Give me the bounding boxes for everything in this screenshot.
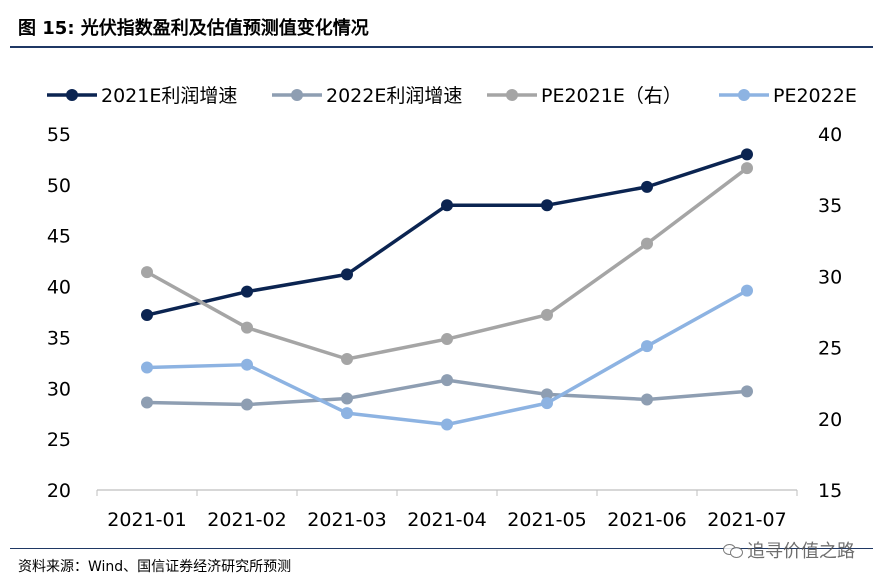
figure-title: 图 15: 光伏指数盈利及估值预测值变化情况 xyxy=(18,18,369,39)
data-point xyxy=(141,361,153,374)
data-point xyxy=(241,321,253,334)
legend-swatch-marker xyxy=(291,89,303,101)
wechat-icon xyxy=(723,542,743,558)
data-point xyxy=(141,309,153,322)
y-right-tick-label: 25 xyxy=(818,338,842,360)
y-left-tick-label: 25 xyxy=(47,429,71,451)
data-point xyxy=(341,268,353,281)
legend-swatch-marker xyxy=(506,89,518,101)
legend-item: 2022E利润增速 xyxy=(272,85,462,107)
legend-label: PE2022E xyxy=(773,85,857,107)
y-left-tick-label: 45 xyxy=(47,226,71,248)
figure-header: 图 15: 光伏指数盈利及估值预测值变化情况 xyxy=(0,0,883,46)
data-point xyxy=(441,199,453,212)
x-tick-label: 2021-06 xyxy=(607,509,686,531)
data-point xyxy=(241,285,253,298)
y-left-tick-label: 20 xyxy=(47,480,71,502)
series-1 xyxy=(141,148,753,322)
data-point xyxy=(641,180,653,193)
x-tick-label: 2021-05 xyxy=(507,509,586,531)
y-right-tick-label: 20 xyxy=(818,409,842,431)
legend-label: 2022E利润增速 xyxy=(326,85,462,107)
data-point xyxy=(741,162,753,175)
x-tick-label: 2021-03 xyxy=(307,509,386,531)
series-4 xyxy=(141,284,753,431)
legend-label: 2021E利润增速 xyxy=(101,85,237,107)
data-point xyxy=(341,352,353,365)
x-tick-label: 2021-01 xyxy=(107,509,186,531)
footer-rule xyxy=(10,548,873,549)
data-point xyxy=(641,393,653,406)
data-point xyxy=(541,199,553,212)
y-left-tick-label: 55 xyxy=(47,124,71,146)
data-point xyxy=(741,148,753,161)
data-point xyxy=(141,396,153,409)
data-point xyxy=(341,392,353,405)
y-left-tick-label: 40 xyxy=(47,277,71,299)
legend-item: PE2022E xyxy=(719,85,857,107)
header-rule xyxy=(10,46,873,48)
data-point xyxy=(441,418,453,431)
x-tick-label: 2021-07 xyxy=(707,509,786,531)
data-point xyxy=(741,284,753,297)
series-layer xyxy=(141,148,753,431)
data-point xyxy=(541,388,553,401)
legend-swatch-marker xyxy=(738,89,750,101)
x-tick-label: 2021-04 xyxy=(407,509,486,531)
data-point xyxy=(541,397,553,410)
legend-swatch-marker xyxy=(66,89,78,101)
data-point xyxy=(741,385,753,398)
data-point xyxy=(641,237,653,250)
series-2 xyxy=(141,374,753,411)
data-point xyxy=(141,266,153,279)
data-point xyxy=(541,308,553,321)
data-point xyxy=(341,407,353,420)
y-right-tick-label: 35 xyxy=(818,195,842,217)
y-left-tick-label: 50 xyxy=(47,175,71,197)
y-left-tick-label: 35 xyxy=(47,327,71,349)
data-point xyxy=(241,358,253,371)
y-right-tick-label: 30 xyxy=(818,266,842,288)
data-point xyxy=(641,340,653,353)
legend-item: PE2021E（右） xyxy=(487,85,682,107)
y-left-tick-label: 30 xyxy=(47,378,71,400)
chart-legend: 2021E利润增速 2022E利润增速 PE2021E（右） PE2022E xyxy=(47,85,857,107)
y-right-tick-label: 15 xyxy=(818,480,842,502)
chart-axes: 2021-01 2021-02 2021-03 2021-04 2021-05 2021-… xyxy=(47,124,842,531)
watermark-text: 追寻价值之路 xyxy=(747,541,855,562)
series-3 xyxy=(141,162,753,365)
data-point xyxy=(241,398,253,411)
x-tick-label: 2021-02 xyxy=(207,509,286,531)
series-line xyxy=(145,166,749,361)
legend-item: 2021E利润增速 xyxy=(47,85,237,107)
watermark: 追寻价值之路 xyxy=(723,537,855,563)
y-right-tick-label: 40 xyxy=(818,124,842,146)
data-point xyxy=(441,333,453,346)
source-note: 资料来源：Wind、国信证券经济研究所预测 xyxy=(18,559,292,575)
legend-label: PE2021E（右） xyxy=(541,85,682,107)
data-point xyxy=(441,374,453,387)
